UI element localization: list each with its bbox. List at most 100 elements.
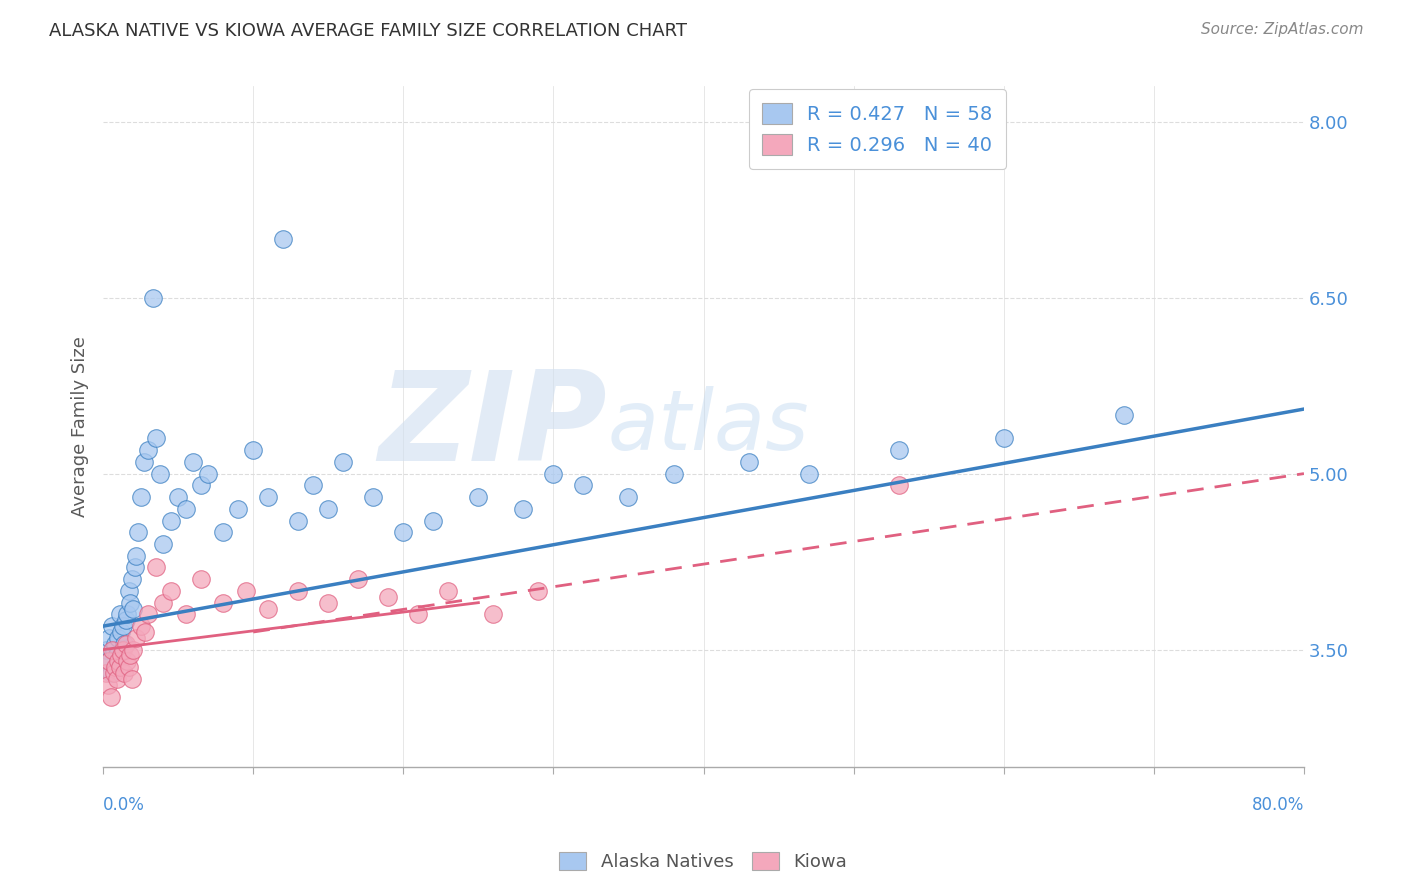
Point: [110, 648, 132, 663]
Point: [127, 525, 149, 540]
Point: [110, 625, 132, 640]
Point: [124, 560, 146, 574]
Point: [129, 490, 152, 504]
Point: [115, 607, 138, 622]
Point: [159, 583, 181, 598]
Point: [408, 607, 430, 622]
Point: [97, 654, 120, 668]
Point: [1112, 408, 1135, 422]
Point: [527, 583, 550, 598]
Point: [437, 583, 460, 598]
Point: [363, 490, 385, 504]
Text: ZIP: ZIP: [378, 366, 607, 487]
Point: [347, 572, 370, 586]
Point: [115, 654, 138, 668]
Legend: R = 0.427   N = 58, R = 0.296   N = 40: R = 0.427 N = 58, R = 0.296 N = 40: [749, 89, 1007, 169]
Point: [117, 660, 139, 674]
Point: [174, 607, 197, 622]
Point: [136, 607, 159, 622]
Point: [887, 443, 910, 458]
Point: [114, 613, 136, 627]
Point: [302, 478, 325, 492]
Point: [257, 601, 280, 615]
Point: [103, 666, 125, 681]
Point: [152, 537, 174, 551]
Text: 80.0%: 80.0%: [1251, 797, 1303, 814]
Point: [104, 637, 127, 651]
Point: [226, 501, 249, 516]
Point: [107, 631, 129, 645]
Point: [103, 642, 125, 657]
Point: [737, 455, 759, 469]
Point: [136, 443, 159, 458]
Text: 0.0%: 0.0%: [103, 797, 145, 814]
Point: [242, 443, 264, 458]
Point: [197, 467, 219, 481]
Point: [257, 490, 280, 504]
Point: [617, 490, 640, 504]
Text: ALASKA NATIVE VS KIOWA AVERAGE FAMILY SIZE CORRELATION CHART: ALASKA NATIVE VS KIOWA AVERAGE FAMILY SI…: [49, 22, 688, 40]
Point: [887, 478, 910, 492]
Point: [120, 648, 142, 663]
Point: [122, 601, 145, 615]
Point: [271, 232, 294, 246]
Point: [134, 625, 156, 640]
Point: [105, 648, 128, 663]
Point: [108, 660, 131, 674]
Point: [190, 572, 212, 586]
Point: [94, 666, 117, 681]
Point: [316, 596, 339, 610]
Point: [145, 560, 167, 574]
Point: [993, 431, 1015, 445]
Point: [287, 583, 309, 598]
Point: [111, 642, 134, 657]
Point: [98, 654, 121, 668]
Point: [167, 490, 190, 504]
Point: [125, 549, 148, 563]
Point: [212, 596, 235, 610]
Point: [117, 583, 139, 598]
Point: [112, 666, 135, 681]
Point: [797, 467, 820, 481]
Point: [98, 631, 121, 645]
Point: [142, 291, 165, 305]
Point: [152, 596, 174, 610]
Point: [101, 619, 124, 633]
Point: [125, 631, 148, 645]
Point: [111, 619, 134, 633]
Point: [572, 478, 595, 492]
Y-axis label: Average Family Size: Average Family Size: [72, 336, 89, 517]
Point: [662, 467, 685, 481]
Point: [235, 583, 257, 598]
Point: [422, 514, 444, 528]
Point: [181, 455, 204, 469]
Point: [121, 672, 143, 686]
Point: [122, 642, 145, 657]
Point: [145, 431, 167, 445]
Point: [392, 525, 415, 540]
Text: Source: ZipAtlas.com: Source: ZipAtlas.com: [1201, 22, 1364, 37]
Point: [174, 501, 197, 516]
Point: [107, 654, 129, 668]
Point: [332, 455, 354, 469]
Point: [100, 690, 122, 704]
Point: [377, 590, 399, 604]
Point: [120, 596, 142, 610]
Point: [316, 501, 339, 516]
Point: [129, 619, 152, 633]
Point: [467, 490, 489, 504]
Point: [159, 514, 181, 528]
Point: [94, 642, 117, 657]
Point: [112, 637, 135, 651]
Point: [149, 467, 172, 481]
Point: [190, 478, 212, 492]
Point: [105, 672, 128, 686]
Point: [97, 678, 120, 692]
Point: [101, 642, 124, 657]
Point: [212, 525, 235, 540]
Point: [287, 514, 309, 528]
Point: [482, 607, 505, 622]
Point: [512, 501, 534, 516]
Point: [121, 572, 143, 586]
Point: [543, 467, 565, 481]
